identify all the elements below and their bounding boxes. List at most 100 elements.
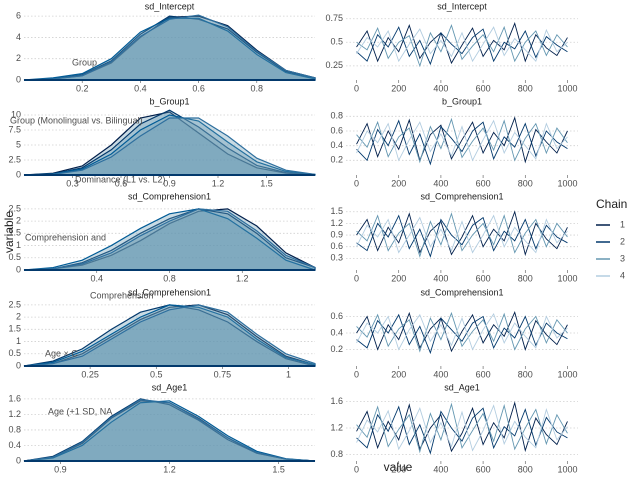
y-tick-label: 0 <box>16 264 21 274</box>
panel-title: sd_Comprehension1 <box>420 287 503 297</box>
density-area <box>23 14 316 81</box>
y-tick-label: 0.2 <box>330 344 343 354</box>
x-tick-label: 0.6 <box>115 178 128 188</box>
y-tick-label: 2.5 <box>8 299 21 309</box>
y-tick-label: 1.5 <box>8 228 21 238</box>
y-tick-label: 10 <box>11 109 21 119</box>
x-tick-label: 800 <box>518 464 533 474</box>
trace-line <box>356 404 568 452</box>
panel-title: sd_Age1 <box>444 382 480 392</box>
panel-title: sd_Comprehension1 <box>128 287 211 297</box>
trace-line <box>356 212 568 258</box>
annotation: Dominance (L1 vs. L2) <box>75 174 166 184</box>
density-area <box>23 117 316 176</box>
y-axis-label: variable <box>2 211 16 253</box>
x-tick-label: 1 <box>286 369 291 379</box>
y-tick-label: 0.2 <box>330 155 343 165</box>
x-tick-label: 1000 <box>557 178 577 188</box>
y-tick-label: 0.25 <box>325 60 343 70</box>
x-tick-label: 800 <box>518 83 533 93</box>
x-tick-label: 0 <box>354 369 359 379</box>
trace-line <box>356 119 568 162</box>
y-tick-label: 0.5 <box>330 37 343 47</box>
panel-title: sd_Intercept <box>145 1 195 11</box>
legend-title: Chain <box>596 197 627 211</box>
y-tick-label: 1 <box>16 240 21 250</box>
density-area <box>23 399 316 462</box>
x-tick-label: 0.4 <box>90 273 103 283</box>
legend-label: 1 <box>620 219 625 229</box>
x-tick-label: 800 <box>518 178 533 188</box>
y-tick-label: 0.4 <box>330 327 343 337</box>
x-tick-label: 600 <box>476 464 491 474</box>
y-tick-label: 0.5 <box>8 252 21 262</box>
panel-title: sd_Comprehension1 <box>420 191 503 201</box>
y-tick-label: 0.8 <box>8 424 21 434</box>
y-tick-label: 0 <box>16 169 21 179</box>
y-tick-label: 0.4 <box>330 140 343 150</box>
trace-line <box>356 313 568 351</box>
x-tick-label: 400 <box>433 464 448 474</box>
y-tick-label: 1.6 <box>330 396 343 406</box>
trace-line <box>356 117 568 164</box>
y-tick-label: 0.5 <box>8 348 21 358</box>
y-tick-label: 2 <box>16 53 21 63</box>
x-tick-label: 600 <box>476 178 491 188</box>
x-tick-label: 1.5 <box>272 464 285 474</box>
legend-label: 3 <box>620 253 625 263</box>
y-tick-label: 2 <box>16 215 21 225</box>
annotation: Age × C <box>45 348 78 358</box>
x-tick-label: 400 <box>433 178 448 188</box>
y-tick-label: 5 <box>16 139 21 149</box>
trace-line <box>356 26 568 63</box>
y-tick-label: 1 <box>16 336 21 346</box>
y-tick-label: 1.2 <box>8 409 21 419</box>
density-area <box>23 304 316 367</box>
x-tick-label: 1000 <box>557 369 577 379</box>
y-tick-label: 1.2 <box>330 218 343 228</box>
y-tick-label: 0.75 <box>325 13 343 23</box>
x-tick-label: 0.4 <box>134 83 147 93</box>
x-tick-label: 400 <box>433 369 448 379</box>
y-tick-label: 1.5 <box>330 206 343 216</box>
x-tick-label: 0.9 <box>54 464 67 474</box>
x-tick-label: 400 <box>433 83 448 93</box>
y-tick-label: 6 <box>16 11 21 21</box>
x-tick-label: 0 <box>354 178 359 188</box>
panel-title: sd_Intercept <box>437 1 487 11</box>
y-tick-label: 0.3 <box>330 253 343 263</box>
x-tick-label: 200 <box>391 83 406 93</box>
density-area <box>23 208 316 271</box>
x-tick-label: 600 <box>476 83 491 93</box>
x-tick-label: 1.2 <box>163 464 176 474</box>
density-area <box>23 208 316 271</box>
y-tick-label: 0.8 <box>330 111 343 121</box>
x-tick-label: 400 <box>433 273 448 283</box>
x-tick-label: 0 <box>354 273 359 283</box>
x-tick-label: 0.75 <box>214 369 232 379</box>
x-axis-label: value <box>384 460 413 474</box>
x-tick-label: 0.25 <box>81 369 99 379</box>
x-tick-label: 0.9 <box>163 178 176 188</box>
x-tick-label: 600 <box>476 273 491 283</box>
x-tick-label: 200 <box>391 178 406 188</box>
y-tick-label: 0.9 <box>330 229 343 239</box>
y-tick-label: 1.5 <box>8 324 21 334</box>
x-tick-label: 200 <box>391 464 406 474</box>
trace-line <box>356 311 568 353</box>
panel-title: b_Group1 <box>442 96 482 106</box>
panel-title: sd_Age1 <box>152 382 188 392</box>
x-tick-label: 1000 <box>557 83 577 93</box>
legend-label: 4 <box>620 270 625 280</box>
x-tick-label: 1.5 <box>260 178 273 188</box>
annotation: Group (Monolingual vs. Bilingual) <box>10 115 143 125</box>
x-tick-label: 1.2 <box>236 273 249 283</box>
annotation: Comprehension and <box>25 232 106 242</box>
x-tick-label: 1000 <box>557 464 577 474</box>
x-tick-label: 200 <box>391 273 406 283</box>
trace-line <box>356 401 568 453</box>
y-tick-label: 2 <box>16 311 21 321</box>
trace-line <box>356 214 568 254</box>
x-tick-label: 0.8 <box>251 83 264 93</box>
